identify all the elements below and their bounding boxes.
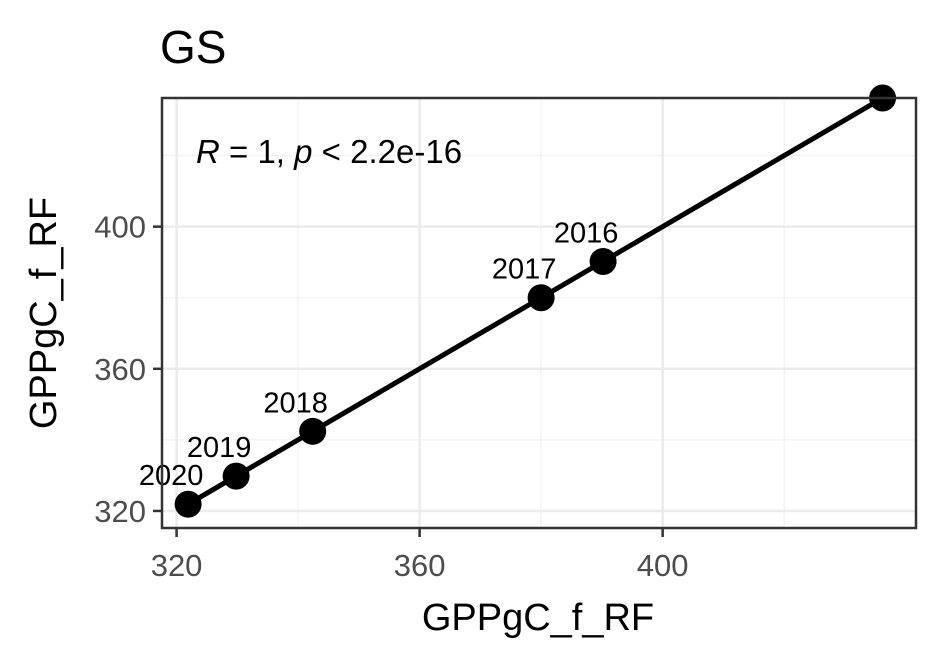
point-label: 2016: [554, 217, 619, 249]
point-label: 2020: [139, 460, 204, 492]
correlation-annotation: R = 1, p < 2.2e-16: [196, 133, 462, 170]
y-axis: 320 360 400: [94, 210, 162, 529]
data-point: [299, 417, 327, 445]
data-point: [589, 247, 617, 275]
x-axis-title: GPPgC_f_RF: [422, 597, 654, 639]
point-label: 2017: [492, 254, 557, 286]
y-tick-label: 320: [94, 494, 146, 529]
y-axis-title: GPPgC_f_RF: [23, 197, 65, 429]
x-tick-label: 360: [394, 548, 446, 583]
p-value: < 2.2e-16: [313, 133, 463, 170]
point-label: 2019: [187, 432, 252, 464]
y-tick-label: 400: [94, 210, 146, 245]
point-label: 2018: [263, 387, 328, 419]
r-value: = 1,: [220, 133, 294, 170]
y-tick-label: 360: [94, 352, 146, 387]
data-point: [174, 490, 202, 518]
x-tick-label: 320: [151, 548, 203, 583]
chart-title: GS: [160, 21, 226, 73]
r-symbol: R: [196, 133, 220, 170]
x-axis: 320 360 400: [151, 528, 689, 583]
data-point: [527, 284, 555, 312]
x-tick-label: 400: [637, 548, 689, 583]
panel-border: [160, 96, 918, 530]
p-symbol: p: [293, 133, 312, 170]
panel-background: [162, 98, 916, 528]
data-point: [222, 462, 250, 490]
